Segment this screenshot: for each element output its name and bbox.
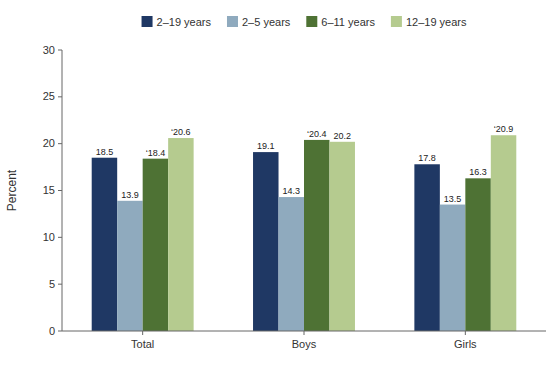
bar xyxy=(440,205,465,331)
y-tick xyxy=(58,284,62,285)
data-label: 16.3 xyxy=(469,167,487,177)
bar xyxy=(414,164,439,331)
data-labels: 18.5 19.1 17.8 13.9 14.3 13.5 ‘18.4 ‘20.4 16.3 ‘2… xyxy=(96,124,514,203)
bar xyxy=(253,152,278,331)
bar xyxy=(304,140,329,331)
legend-swatch xyxy=(306,16,317,27)
y-tick-label: 25 xyxy=(43,90,55,102)
y-tick xyxy=(58,96,62,97)
data-label: 19.1 xyxy=(257,141,275,151)
y-tick-label: 15 xyxy=(43,184,55,196)
data-label: 14.3 xyxy=(282,186,300,196)
x-tick xyxy=(304,331,305,335)
x-tick xyxy=(142,331,143,335)
data-label: 18.5 xyxy=(96,147,114,157)
y-tick xyxy=(58,143,62,144)
chart: 18.5 19.1 17.8 13.9 14.3 13.5 ‘18.4 ‘20.4 16.3 ‘2… xyxy=(0,0,560,367)
y-tick-label: 10 xyxy=(43,231,55,243)
x-tick-label: Girls xyxy=(454,338,477,350)
data-label: ‘20.4 xyxy=(307,129,327,139)
x-tick xyxy=(465,331,466,335)
data-label: ‘20.6 xyxy=(171,127,191,137)
data-label: ‘20.9 xyxy=(494,124,514,134)
legend-swatch xyxy=(391,16,402,27)
y-tick-label: 5 xyxy=(49,278,55,290)
data-label: 20.2 xyxy=(333,131,351,141)
bar xyxy=(329,142,354,331)
legend: 2–19 years 2–5 years 6–11 years 12–19 years xyxy=(142,16,467,28)
data-label: 13.9 xyxy=(121,190,139,200)
x-tick-label: Total xyxy=(131,338,154,350)
y-tick xyxy=(58,237,62,238)
bar xyxy=(92,158,117,331)
bar xyxy=(465,178,490,331)
bar xyxy=(279,197,304,331)
y-tick-label: 20 xyxy=(43,137,55,149)
y-tick xyxy=(58,50,62,51)
bar xyxy=(143,159,168,331)
data-label: 17.8 xyxy=(418,153,436,163)
legend-swatch xyxy=(142,16,153,27)
legend-label: 2–19 years xyxy=(157,16,212,28)
legend-label: 2–5 years xyxy=(242,16,291,28)
bar xyxy=(168,138,193,331)
y-tick-label: 0 xyxy=(49,325,55,337)
x-tick-label: Boys xyxy=(292,338,317,350)
legend-swatch xyxy=(227,16,238,27)
bar xyxy=(117,201,142,331)
y-tick-label: 30 xyxy=(43,44,55,56)
y-axis-label: Percent xyxy=(5,169,19,211)
y-tick xyxy=(58,190,62,191)
legend-label: 12–19 years xyxy=(406,16,467,28)
bars xyxy=(92,135,517,331)
data-label: 13.5 xyxy=(444,194,462,204)
legend-label: 6–11 years xyxy=(321,16,375,28)
data-label: ‘18.4 xyxy=(146,148,166,158)
bar xyxy=(491,135,516,331)
y-tick xyxy=(58,331,62,332)
